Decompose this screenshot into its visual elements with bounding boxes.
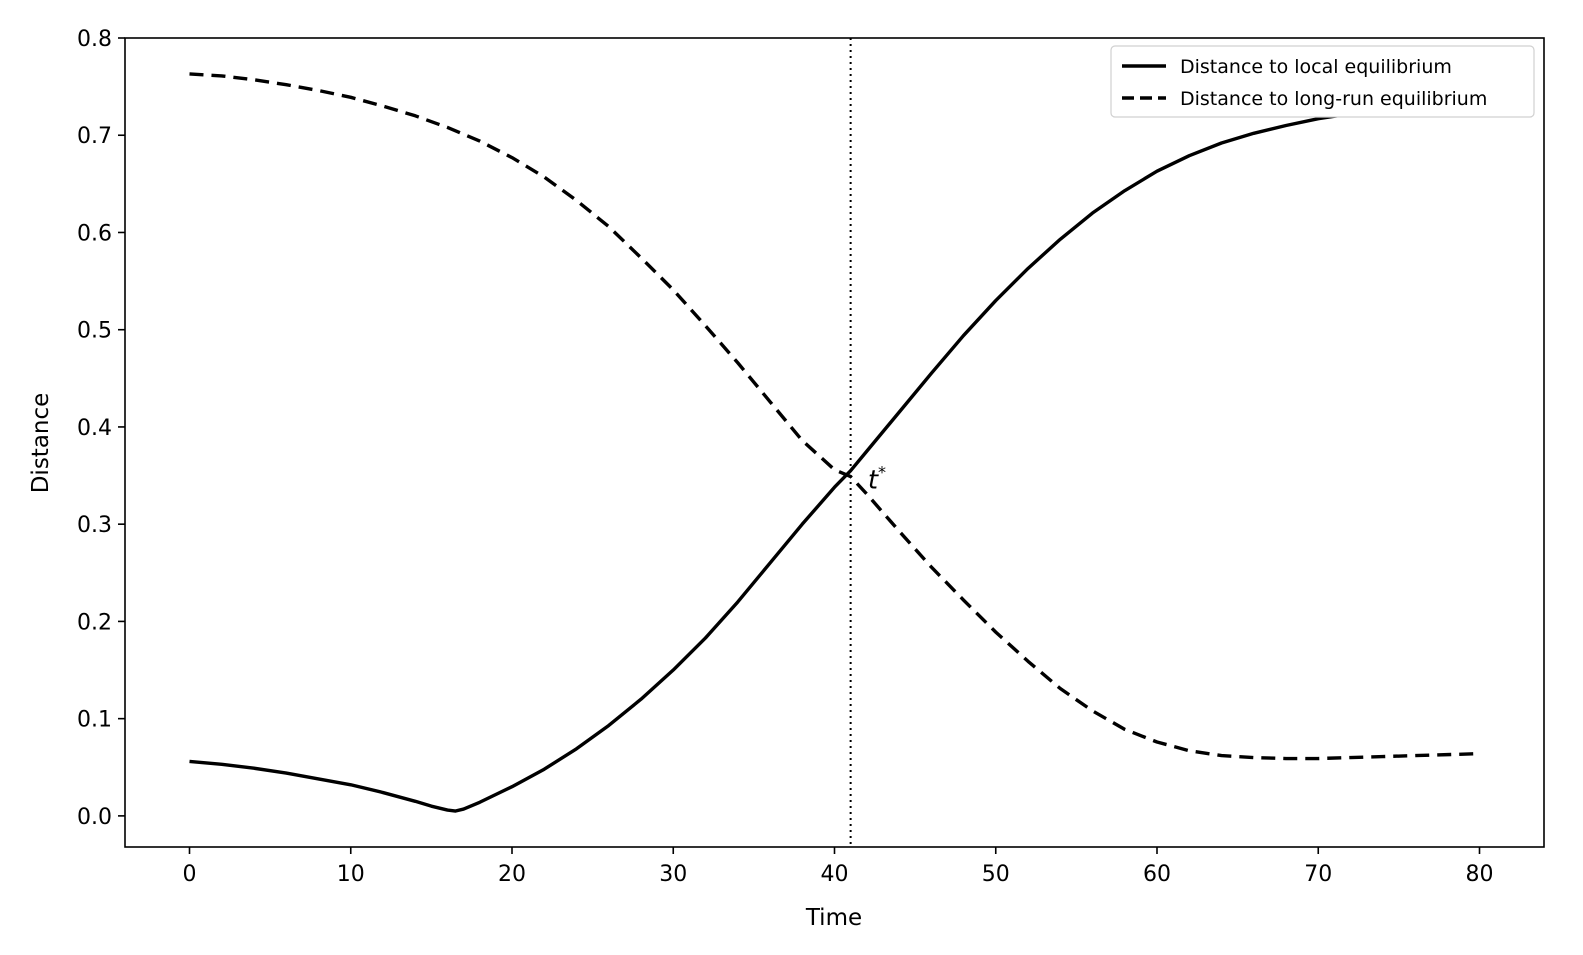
legend: Distance to local equilibrium Distance t… — [1110, 45, 1535, 118]
y-tick-label: 0.5 — [77, 319, 112, 344]
x-tick-label: 80 — [1466, 862, 1494, 887]
annotation-superscript: * — [878, 463, 886, 482]
plot-lines — [189, 38, 1480, 847]
series-line-distance-to-local-equilibrium — [189, 101, 1480, 813]
y-axis: 0.0 0.1 0.2 0.3 0.4 0.5 0.6 0.7 0.8 — [77, 27, 125, 830]
x-tick-label: 0 — [183, 862, 197, 887]
y-tick-label: 0.2 — [77, 610, 112, 635]
y-tick-label: 0.7 — [77, 124, 112, 149]
x-tick-label: 20 — [498, 862, 526, 887]
y-tick-label: 0.0 — [77, 805, 112, 830]
y-tick-label: 0.3 — [77, 513, 112, 538]
legend-label-local: Distance to local equilibrium — [1180, 56, 1452, 78]
x-tick-label: 60 — [1143, 862, 1171, 887]
x-tick-label: 10 — [337, 862, 365, 887]
y-tick-label: 0.1 — [77, 708, 112, 733]
y-tick-label: 0.4 — [77, 416, 112, 441]
t-star-annotation: t* — [868, 463, 886, 496]
legend-label-long-run: Distance to long-run equilibrium — [1180, 88, 1487, 110]
y-tick-label: 0.8 — [77, 27, 112, 52]
annotation-text: t — [868, 466, 879, 496]
series-line-distance-to-long-run-equilibrium — [189, 72, 1480, 761]
x-tick-label: 70 — [1304, 862, 1332, 887]
x-tick-label: 50 — [982, 862, 1010, 887]
x-tick-label: 40 — [821, 862, 849, 887]
y-axis-label: Distance — [28, 393, 54, 494]
x-axis-label: Time — [805, 905, 862, 931]
plot-frame — [124, 37, 1545, 848]
x-tick-label: 30 — [659, 862, 687, 887]
x-axis: 0 10 20 30 40 50 60 70 80 — [183, 847, 1494, 887]
y-tick-label: 0.6 — [77, 221, 112, 246]
legend-box — [1110, 45, 1535, 118]
